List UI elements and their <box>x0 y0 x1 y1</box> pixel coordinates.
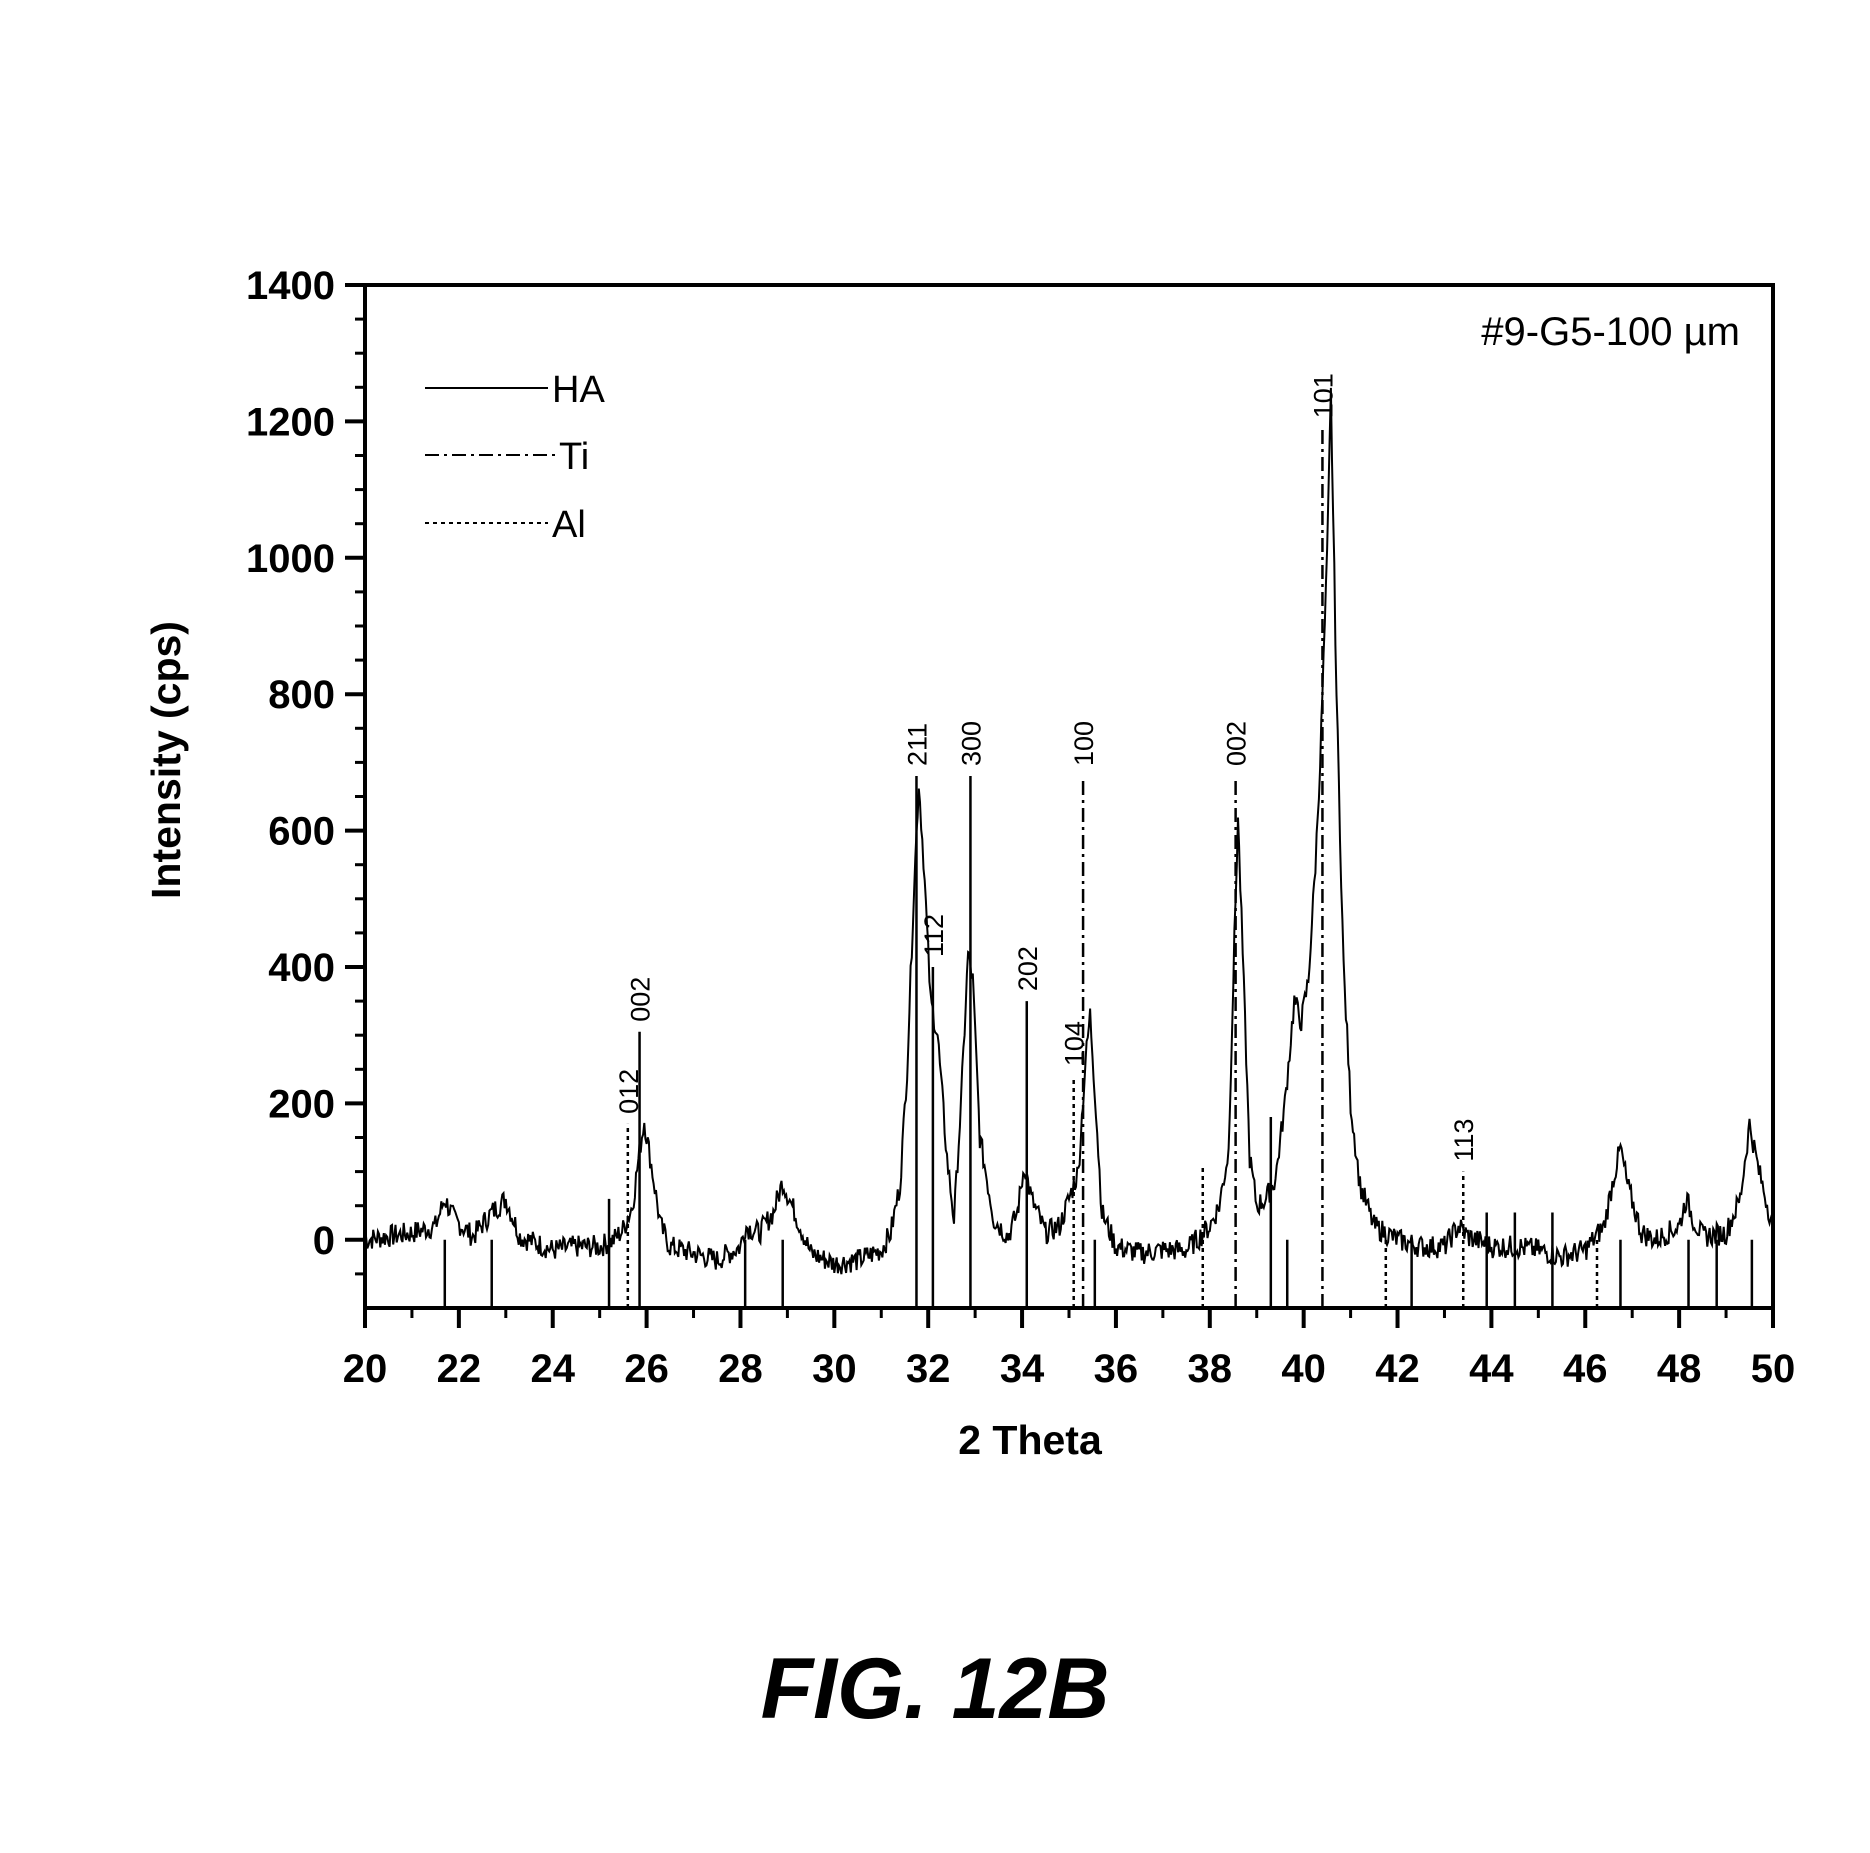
peak-label: 012 <box>614 1069 644 1114</box>
peak-label: 002 <box>1222 721 1252 766</box>
legend: HA Ti Al <box>425 369 605 546</box>
y-tick-label: 0 <box>313 1219 335 1263</box>
x-tick-label: 28 <box>718 1347 763 1391</box>
x-axis-title: 2 Theta <box>958 1417 1103 1463</box>
peak-label: 202 <box>1013 946 1043 991</box>
x-tick-label: 42 <box>1375 1347 1420 1391</box>
x-tick-label: 36 <box>1094 1347 1139 1391</box>
y-tick-label: 200 <box>268 1082 335 1126</box>
x-axis: 20 22 24 26 28 30 32 34 36 38 40 42 44 46 48 50 <box>343 1308 1796 1391</box>
peak-label: 211 <box>902 723 932 766</box>
x-tick-label: 26 <box>624 1347 669 1391</box>
x-tick-label: 30 <box>812 1347 857 1391</box>
y-tick-label: 1000 <box>246 537 335 581</box>
x-tick-label: 48 <box>1657 1347 1702 1391</box>
peak-label: 300 <box>956 721 986 766</box>
x-tick-label: 22 <box>437 1347 482 1391</box>
y-axis: 0 200 400 600 800 1000 1200 1400 <box>246 264 365 1274</box>
peak-label: 100 <box>1069 721 1099 766</box>
legend-label-ha: HA <box>552 369 605 411</box>
x-tick-label: 50 <box>1751 1347 1796 1391</box>
peak-label: 101 <box>1308 373 1338 418</box>
legend-label-ti: Ti <box>559 436 589 478</box>
y-tick-label: 600 <box>268 810 335 854</box>
peak-labels: 002 211 112 300 202 100 002 101 012 104 113 <box>614 373 1479 1161</box>
x-tick-label: 32 <box>906 1347 951 1391</box>
y-tick-label: 1400 <box>246 264 335 308</box>
y-tick-label: 1200 <box>246 400 335 444</box>
x-tick-label: 44 <box>1469 1347 1514 1391</box>
peak-label: 104 <box>1060 1021 1090 1066</box>
sample-label: #9-G5-100 µm <box>1481 310 1740 354</box>
x-tick-label: 34 <box>1000 1347 1045 1391</box>
peak-label: 112 <box>919 914 949 957</box>
x-tick-label: 38 <box>1188 1347 1233 1391</box>
x-tick-label: 46 <box>1563 1347 1608 1391</box>
x-tick-label: 24 <box>530 1347 575 1391</box>
legend-label-al: Al <box>552 504 586 546</box>
peak-label: 113 <box>1449 1119 1479 1162</box>
y-tick-label: 800 <box>268 673 335 717</box>
reference-lines <box>445 428 1752 1308</box>
figure-caption: FIG. 12B <box>0 1640 1870 1739</box>
y-axis-title: Intensity (cps) <box>143 621 189 899</box>
peak-label: 002 <box>626 977 656 1022</box>
y-tick-label: 400 <box>268 946 335 990</box>
x-tick-label: 40 <box>1281 1347 1326 1391</box>
x-tick-label: 20 <box>343 1347 388 1391</box>
